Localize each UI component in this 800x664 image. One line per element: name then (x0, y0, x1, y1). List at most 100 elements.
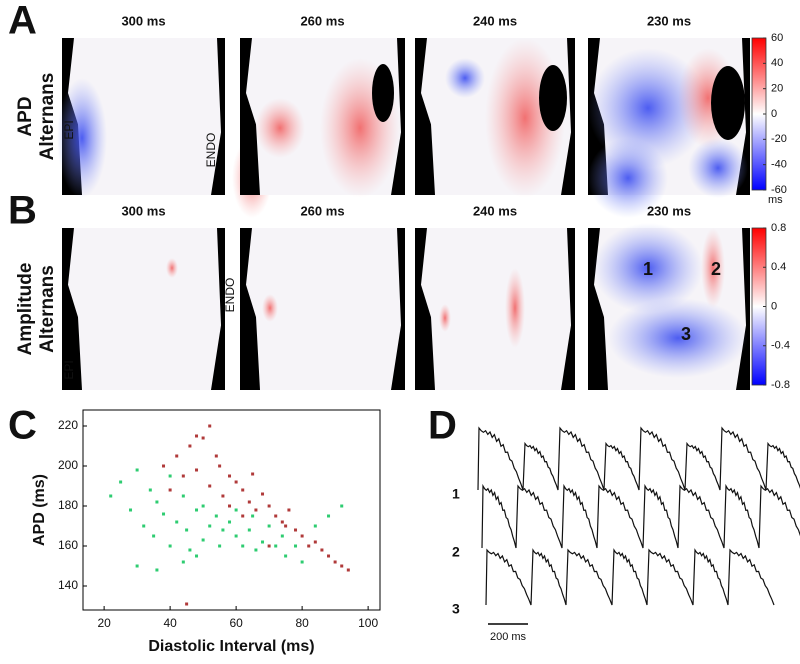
epi-label: EPI (62, 360, 76, 379)
map-region (255, 98, 305, 158)
region-label: 1 (643, 259, 653, 279)
scatter-point (201, 504, 205, 508)
scatter-point (247, 500, 251, 504)
row-label-line: Alternans (37, 265, 58, 353)
scatter-point (261, 540, 265, 544)
scatter-point (188, 444, 192, 448)
scatter-point (320, 548, 324, 552)
x-axis-label: Diastolic Interval (ms) (148, 638, 314, 655)
y-tick-label: 180 (58, 498, 78, 512)
scatter-point (267, 504, 271, 508)
scatter-point (181, 494, 185, 498)
scatter-point (241, 544, 245, 548)
scatter-point (218, 544, 222, 548)
scatter-point (221, 494, 225, 498)
panel-label: C (8, 404, 37, 448)
colorbar-label: -60 (771, 184, 787, 196)
map-hole (539, 65, 567, 131)
colorbar-label: -40 (771, 159, 787, 171)
region-label: 3 (681, 324, 691, 344)
scatter-point (287, 508, 291, 512)
map-tissue (246, 228, 401, 390)
x-tick-label: 20 (97, 616, 111, 630)
map (62, 228, 225, 390)
map-hole (372, 64, 394, 122)
scatter-point (228, 504, 232, 508)
trace (485, 548, 775, 606)
scatter-point (241, 514, 245, 518)
scatter-point (221, 528, 225, 532)
map-title: 240 ms (473, 203, 517, 218)
colorbar-label: 0 (771, 300, 777, 312)
scatter-point (267, 544, 271, 548)
map-title: 260 ms (300, 13, 344, 28)
scatter-point (333, 560, 337, 564)
scatter-point (254, 548, 258, 552)
trace (481, 483, 800, 549)
scatter-point (214, 514, 218, 518)
scatter-point (162, 512, 166, 516)
y-tick-label: 140 (58, 578, 78, 592)
scatter-point (181, 560, 185, 564)
map-region (588, 48, 708, 168)
scatter-point (208, 484, 212, 488)
map (415, 228, 575, 390)
row-label-line: Amplitude (15, 263, 36, 356)
x-tick-label: 60 (229, 616, 243, 630)
scatter-point (119, 480, 123, 484)
map (240, 38, 405, 198)
scatter-point (195, 468, 199, 472)
scatter-point (195, 434, 199, 438)
colorbar-label: 40 (771, 57, 783, 69)
map (57, 38, 272, 218)
map-region (593, 223, 703, 313)
scatter-point (135, 564, 139, 568)
map-region (701, 228, 725, 308)
scatter-point (201, 538, 205, 542)
colorbar-label: -20 (771, 133, 787, 145)
scatter-point (208, 524, 212, 528)
map-title: 300 ms (121, 203, 165, 218)
scatter-point (284, 554, 288, 558)
scatter-point (168, 488, 172, 492)
map-region (588, 138, 668, 218)
map-title: 300 ms (121, 13, 165, 28)
y-tick-label: 220 (58, 418, 78, 432)
map (588, 38, 750, 218)
map-region (505, 268, 525, 348)
map-region (262, 294, 278, 322)
scatter-point (327, 554, 331, 558)
map-title: 240 ms (473, 13, 517, 28)
x-tick-label: 80 (295, 616, 309, 630)
scatter-point (234, 508, 238, 512)
scatter-point (185, 528, 189, 532)
map-region (166, 258, 178, 278)
scatter-point (254, 508, 258, 512)
scatter-point (300, 560, 304, 564)
row-label-line: APD (15, 96, 36, 136)
x-tick-label: 100 (358, 616, 378, 630)
colorbar-label: 0.4 (771, 261, 786, 273)
scatter-point (340, 564, 344, 568)
scatter-point (234, 534, 238, 538)
scatter-point (261, 492, 265, 496)
scatter-point (327, 514, 331, 518)
scatter-point (313, 524, 317, 528)
scatter-point (142, 524, 146, 528)
map-region (445, 58, 485, 98)
scatter-point (267, 524, 271, 528)
scale-bar-label: 200 ms (490, 631, 527, 643)
y-tick-label: 160 (58, 538, 78, 552)
scatter-point (274, 514, 278, 518)
map (588, 223, 750, 390)
colorbar-unit: ms (768, 194, 783, 206)
panel-label: A (8, 0, 37, 43)
scatter-point (188, 548, 192, 552)
row-label: APD Alternans (15, 73, 58, 161)
endo-label: ENDO (204, 133, 218, 168)
scatter-point (135, 468, 139, 472)
x-tick-label: 40 (163, 616, 177, 630)
scatter-point (346, 568, 350, 572)
row-label-line: Alternans (37, 73, 58, 161)
